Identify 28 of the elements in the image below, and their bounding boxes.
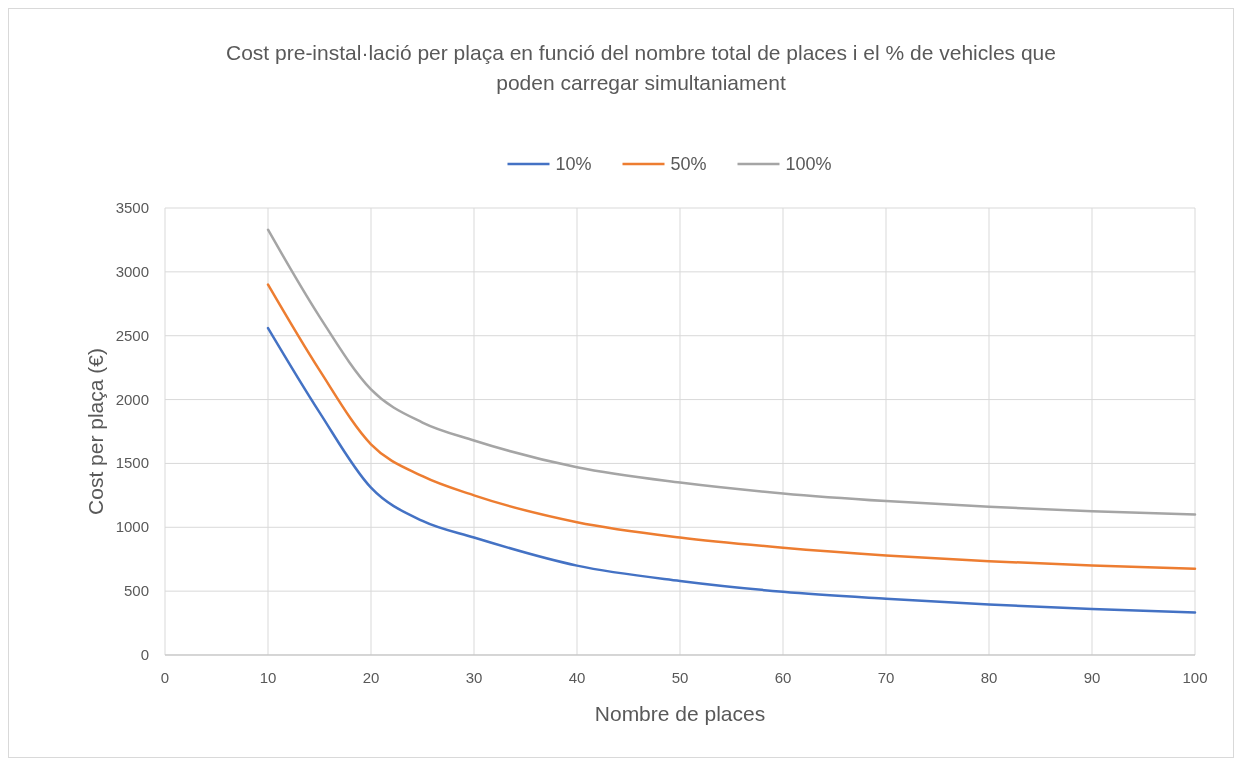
x-tick-label: 50 — [671, 669, 689, 686]
y-tick-label: 0 — [140, 646, 149, 663]
legend-label: 10% — [555, 154, 592, 174]
y-tick-label: 3000 — [115, 262, 149, 280]
y-tick-label: 1000 — [115, 518, 149, 536]
x-tick-label: 70 — [877, 669, 895, 686]
y-tick-label: 2000 — [115, 390, 149, 408]
x-tick-label: 60 — [774, 669, 792, 686]
line-series — [266, 326, 1197, 614]
chart-title: Cost pre-instal·lació per plaça en funció del nombre total de places i el % de vehicles que poden carregar simultaniament — [226, 41, 1056, 94]
x-tick-label: 90 — [1083, 669, 1101, 686]
x-axis-title: Nombre de places — [594, 702, 766, 725]
legend-label: 50% — [670, 154, 707, 174]
x-tick-label: 30 — [465, 669, 483, 686]
x-tick-label: 10 — [259, 669, 277, 686]
y-tick-label: 3500 — [115, 199, 149, 216]
x-tick-label: 80 — [980, 669, 998, 686]
legend-label: 100% — [785, 154, 832, 174]
y-tick-label: 1500 — [115, 454, 149, 472]
y-axis-title: Cost per plaça (€) — [84, 348, 107, 515]
y-tick-label: 500 — [123, 582, 149, 600]
x-tick-label: 100 — [1182, 669, 1208, 686]
line-series — [266, 283, 1197, 571]
x-tick-label: 40 — [568, 669, 586, 686]
x-tick-label: 0 — [160, 669, 170, 686]
y-tick-label: 2500 — [115, 326, 149, 344]
line-series — [266, 228, 1197, 516]
x-tick-label: 20 — [362, 669, 380, 686]
